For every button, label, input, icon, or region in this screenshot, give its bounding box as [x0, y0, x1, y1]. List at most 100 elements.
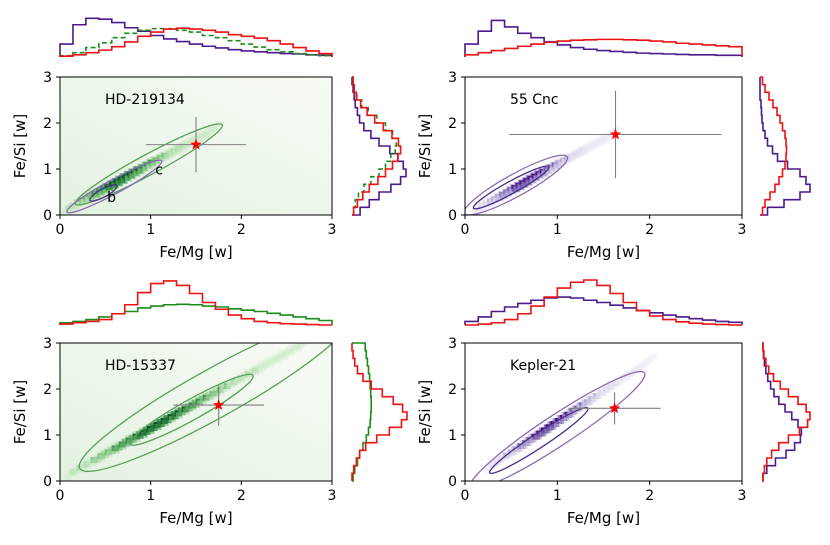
density-cell	[254, 364, 262, 371]
density-cell	[482, 467, 490, 474]
density-cell	[599, 389, 607, 396]
density-cell	[276, 354, 284, 361]
density-cell	[651, 352, 659, 359]
density-cell	[595, 137, 603, 144]
panel-1: 0 1 2 3 0 1 2 3 Fe/Mg [w] Fe/Si [w] HD-219134 c b	[11, 17, 407, 261]
x-tick-label: 1	[146, 488, 155, 504]
density-cell	[568, 153, 576, 160]
density-cell	[307, 334, 314, 340]
density-cell	[577, 150, 585, 157]
density-cell	[80, 463, 88, 470]
density-cell	[592, 140, 600, 147]
density-cell	[296, 343, 304, 347]
density-cell	[70, 203, 78, 210]
density-cell	[589, 143, 597, 150]
density-cell	[634, 367, 642, 374]
density-cell	[627, 368, 635, 375]
density-cell	[199, 135, 207, 142]
plot-area	[469, 352, 659, 481]
density-cell	[287, 349, 295, 356]
density-cell	[294, 346, 302, 352]
density-cell	[198, 134, 206, 141]
x-tick-label: 3	[738, 222, 747, 238]
density-cell	[273, 357, 281, 364]
density-cell	[195, 137, 203, 144]
density-cell	[170, 148, 178, 155]
density-cell	[245, 373, 253, 380]
density-cell	[578, 145, 586, 152]
density-cell	[586, 141, 594, 148]
x-tick-label: 0	[461, 222, 470, 238]
density-cell	[566, 157, 574, 164]
right-histogram-purple	[759, 77, 811, 216]
density-cell	[597, 138, 605, 145]
density-cell	[599, 135, 607, 142]
density-cell	[582, 143, 590, 150]
y-tick-label: 2	[43, 116, 52, 132]
top-histogram-purple	[464, 296, 743, 325]
density-cell	[485, 464, 493, 471]
density-cell	[600, 135, 608, 142]
contour-line	[78, 343, 332, 473]
density-cell	[639, 361, 647, 368]
density-cell	[264, 357, 272, 364]
density-cell	[632, 364, 640, 371]
x-tick-label: 1	[146, 222, 155, 238]
density-cell	[72, 203, 80, 210]
y-tick-label: 1	[448, 428, 457, 444]
density-cell	[496, 458, 504, 465]
plot-area	[60, 120, 224, 215]
density-cell	[640, 361, 648, 368]
y-tick-label: 1	[43, 162, 52, 178]
y-tick-label: 3	[43, 336, 52, 352]
density-cell	[173, 149, 181, 156]
density-cell	[194, 132, 202, 139]
density-cell	[493, 458, 501, 465]
density-cell	[202, 128, 210, 135]
density-cell	[499, 452, 507, 459]
density-cell	[570, 150, 578, 157]
density-cell	[182, 140, 190, 147]
density-cell	[590, 144, 598, 151]
density-cell	[571, 150, 579, 157]
x-tick-label: 3	[328, 222, 337, 238]
x-tick-label: 2	[645, 488, 654, 504]
density-cell	[213, 123, 221, 130]
density-cell	[231, 381, 239, 388]
density-cell	[637, 364, 645, 371]
density-cell	[475, 205, 483, 212]
density-cell	[255, 366, 263, 373]
density-cell	[208, 126, 216, 133]
density-cell	[598, 134, 606, 141]
density-cell	[293, 343, 301, 350]
x-tick-label: 3	[328, 488, 337, 504]
star-marker	[212, 399, 225, 410]
density-cell	[617, 377, 625, 384]
top-histogram-red	[464, 38, 743, 57]
density-cell	[210, 126, 218, 133]
density-cell	[472, 208, 480, 215]
density-cell	[580, 147, 588, 154]
density-cell	[250, 365, 258, 372]
density-cell	[574, 147, 582, 154]
density-cell	[60, 211, 67, 215]
density-cell	[608, 380, 616, 387]
y-axis-label: Fe/Si [w]	[11, 114, 29, 179]
panel-title: Kepler-21	[510, 358, 576, 374]
density-cell	[618, 377, 626, 384]
density-cell	[610, 127, 618, 134]
right-histogram-red	[762, 342, 811, 482]
right-histogram-purple	[351, 77, 407, 216]
density-cell	[195, 133, 203, 140]
star-marker	[190, 138, 202, 150]
density-cell	[558, 162, 566, 169]
density-cell	[259, 365, 267, 372]
plot-area	[465, 125, 622, 215]
density-cell	[176, 146, 184, 153]
density-cell	[612, 380, 620, 387]
density-cell	[583, 144, 591, 151]
density-cell	[570, 155, 578, 162]
axes-frame	[59, 342, 333, 482]
y-tick-label: 2	[448, 116, 457, 132]
density-cell	[237, 375, 245, 382]
